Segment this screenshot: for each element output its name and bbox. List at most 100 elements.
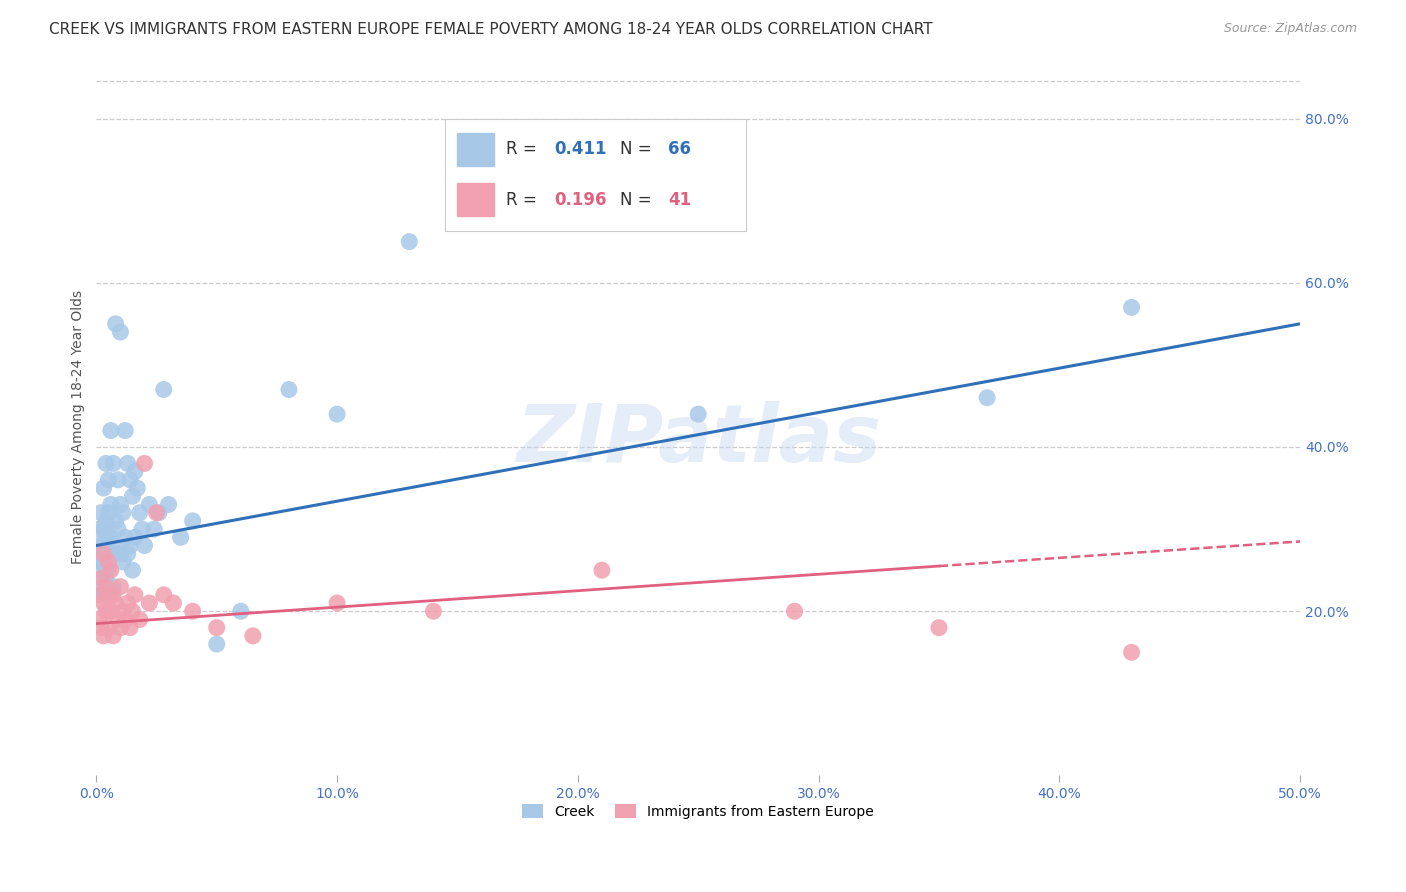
Point: [326, 407, 349, 421]
Point: [100, 530, 122, 544]
Point: [152, 588, 174, 602]
Point: [120, 473, 142, 487]
Point: [205, 621, 228, 635]
Point: [107, 612, 129, 626]
Point: [111, 604, 134, 618]
Point: [97, 506, 120, 520]
Text: CREEK VS IMMIGRANTS FROM EASTERN EUROPE FEMALE POVERTY AMONG 18-24 YEAR OLDS COR: CREEK VS IMMIGRANTS FROM EASTERN EUROPE …: [49, 22, 932, 37]
Point: [93, 629, 115, 643]
Point: [103, 580, 125, 594]
Point: [1121, 301, 1143, 315]
Point: [1121, 645, 1143, 659]
Text: Source: ZipAtlas.com: Source: ZipAtlas.com: [1223, 22, 1357, 36]
Point: [495, 178, 517, 192]
Point: [103, 629, 125, 643]
Point: [94, 604, 117, 618]
Point: [103, 539, 125, 553]
Point: [94, 530, 117, 544]
Text: ZIPatlas: ZIPatlas: [516, 401, 880, 479]
Point: [94, 571, 117, 585]
Point: [181, 604, 204, 618]
Point: [205, 637, 228, 651]
Point: [93, 588, 115, 602]
Point: [117, 457, 139, 471]
Point: [145, 506, 167, 520]
Point: [104, 514, 127, 528]
Point: [90, 571, 112, 585]
Point: [117, 596, 139, 610]
Point: [110, 498, 132, 512]
Point: [104, 317, 127, 331]
Point: [128, 612, 150, 626]
Point: [93, 539, 115, 553]
Point: [97, 563, 120, 577]
Point: [93, 547, 115, 561]
Point: [110, 325, 132, 339]
Point: [104, 547, 127, 561]
Point: [100, 604, 122, 618]
Point: [94, 457, 117, 471]
Point: [90, 580, 112, 594]
Point: [117, 547, 139, 561]
Point: [121, 604, 143, 618]
Point: [326, 596, 349, 610]
Y-axis label: Female Poverty Among 18-24 Year Olds: Female Poverty Among 18-24 Year Olds: [72, 289, 86, 564]
Point: [114, 612, 136, 626]
Point: [97, 588, 120, 602]
Point: [131, 522, 153, 536]
Point: [103, 457, 125, 471]
Point: [87, 563, 110, 577]
Point: [127, 481, 149, 495]
Point: [120, 539, 142, 553]
Point: [111, 555, 134, 569]
Point: [104, 596, 127, 610]
Point: [121, 489, 143, 503]
Point: [229, 604, 252, 618]
Point: [97, 547, 120, 561]
Point: [157, 498, 180, 512]
Point: [162, 596, 184, 610]
Point: [134, 457, 156, 471]
Point: [110, 547, 132, 561]
Point: [114, 530, 136, 544]
Point: [148, 506, 170, 520]
Point: [124, 465, 146, 479]
Point: [100, 498, 122, 512]
Point: [242, 629, 264, 643]
Point: [97, 555, 120, 569]
Point: [93, 522, 115, 536]
Point: [422, 604, 444, 618]
Point: [87, 588, 110, 602]
Point: [169, 530, 191, 544]
Point: [134, 539, 156, 553]
Point: [398, 235, 420, 249]
Legend: Creek, Immigrants from Eastern Europe: Creek, Immigrants from Eastern Europe: [517, 798, 880, 824]
Point: [97, 473, 120, 487]
Point: [110, 580, 132, 594]
Point: [87, 612, 110, 626]
Point: [103, 588, 125, 602]
Point: [143, 522, 166, 536]
Point: [97, 621, 120, 635]
Point: [688, 407, 710, 421]
Point: [783, 604, 806, 618]
Point: [152, 383, 174, 397]
Point: [107, 522, 129, 536]
Point: [138, 498, 160, 512]
Point: [100, 563, 122, 577]
Point: [121, 563, 143, 577]
Point: [181, 514, 204, 528]
Point: [90, 555, 112, 569]
Point: [278, 383, 301, 397]
Point: [110, 621, 132, 635]
Point: [94, 580, 117, 594]
Point: [976, 391, 998, 405]
Point: [111, 506, 134, 520]
Point: [90, 506, 112, 520]
Point: [100, 424, 122, 438]
Point: [120, 621, 142, 635]
Point: [114, 424, 136, 438]
Point: [138, 596, 160, 610]
Point: [928, 621, 950, 635]
Point: [93, 481, 115, 495]
